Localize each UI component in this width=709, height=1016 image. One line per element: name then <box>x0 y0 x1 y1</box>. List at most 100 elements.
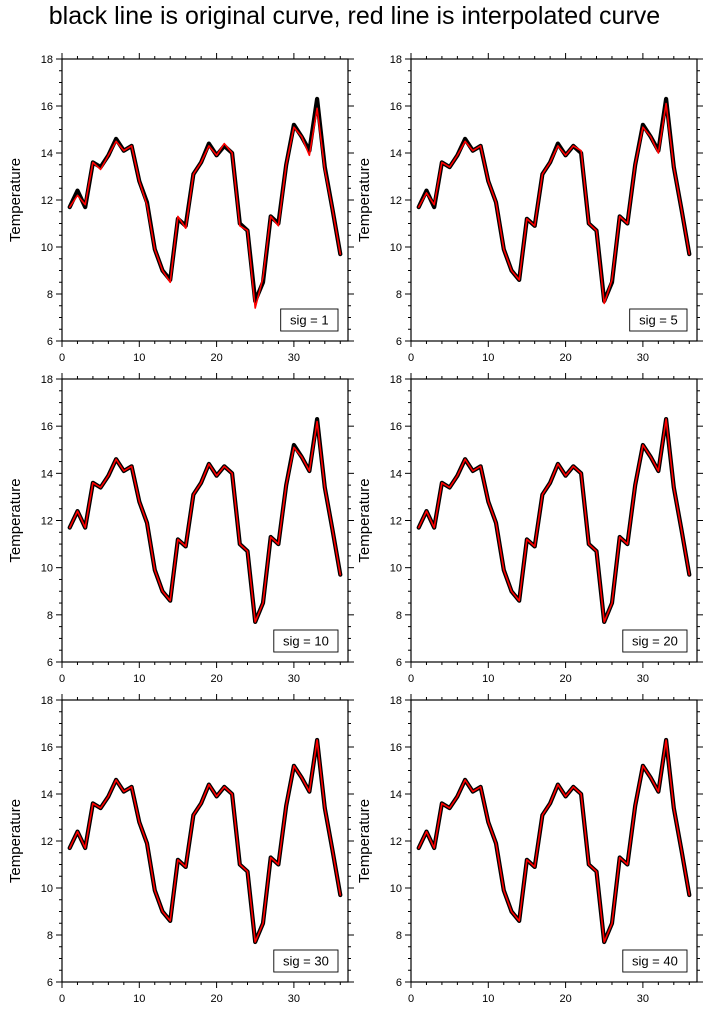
y-tick-label: 6 <box>396 336 402 348</box>
y-tick-label: 12 <box>390 836 402 848</box>
y-tick-label: 18 <box>41 374 53 386</box>
sigma-label-box <box>629 308 688 332</box>
y-tick-label: 6 <box>396 657 402 669</box>
y-tick-label: 18 <box>390 54 402 66</box>
x-tick-label: 0 <box>408 673 414 685</box>
x-tick-label: 0 <box>59 673 65 685</box>
sigma-label-box <box>622 949 688 973</box>
original-curve-line <box>67 417 343 625</box>
y-tick-label: 6 <box>47 977 53 989</box>
x-tick-label: 10 <box>482 673 494 685</box>
y-tick-label: 16 <box>41 742 53 754</box>
original-curve-line <box>67 737 343 945</box>
page-title: black line is original curve, red line i… <box>48 2 661 30</box>
x-tick-label: 30 <box>637 673 649 685</box>
y-tick-label: 14 <box>41 148 53 160</box>
chart-panel-6: 6 8 10 12 14 16 18 0 10 20 30 Temperature sig = 40 <box>356 694 703 1005</box>
plot-frame <box>410 378 698 663</box>
y-tick-label: 16 <box>390 101 402 113</box>
interpolated-curve-line <box>68 739 342 943</box>
x-tick-label: 30 <box>288 673 300 685</box>
x-tick-label: 30 <box>637 352 649 364</box>
y-tick-label: 8 <box>47 289 53 301</box>
sigma-label-box <box>622 629 688 653</box>
interpolated-curve-line <box>68 420 342 623</box>
y-tick-label: 18 <box>390 695 402 707</box>
plot-frame <box>61 699 349 983</box>
chart-panel-2: 6 8 10 12 14 16 18 0 10 20 30 Temperature sig = 5 <box>356 53 703 364</box>
y-tick-label: 14 <box>41 789 53 801</box>
x-tick-label: 20 <box>559 673 571 685</box>
y-tick-label: 10 <box>390 563 402 575</box>
y-tick-label: 14 <box>390 148 402 160</box>
original-curve-line <box>416 737 692 945</box>
y-tick-label: 18 <box>390 374 402 386</box>
chart-panel-5: 6 8 10 12 14 16 18 0 10 20 30 Temperature sig = 30 <box>7 694 354 1005</box>
y-tick-label: 16 <box>390 742 402 754</box>
interpolated-curve-line <box>417 102 691 305</box>
plot-frame <box>410 699 698 983</box>
y-tick-label: 14 <box>390 468 402 480</box>
x-tick-label: 10 <box>482 993 494 1005</box>
y-axis-title: Temperature <box>7 799 24 883</box>
y-tick-label: 8 <box>396 610 402 622</box>
x-tick-label: 30 <box>637 993 649 1005</box>
y-tick-label: 18 <box>41 695 53 707</box>
x-tick-label: 10 <box>133 993 145 1005</box>
x-tick-label: 30 <box>288 352 300 364</box>
x-tick-label: 20 <box>210 993 222 1005</box>
sigma-label-box <box>273 629 339 653</box>
y-axis-title: Temperature <box>356 478 373 562</box>
y-tick-label: 12 <box>41 516 53 528</box>
x-tick-label: 20 <box>559 993 571 1005</box>
y-axis-title: Temperature <box>356 799 373 883</box>
sigma-label-box <box>280 308 339 332</box>
sigma-label: sig = 10 <box>283 634 329 649</box>
x-tick-label: 20 <box>210 673 222 685</box>
y-axis-title: Temperature <box>7 158 24 242</box>
y-tick-label: 10 <box>41 883 53 895</box>
x-tick-label: 0 <box>408 993 414 1005</box>
chart-panel-1: 6 8 10 12 14 16 18 0 10 20 30 Temperature sig = 1 <box>7 53 354 364</box>
x-tick-label: 10 <box>482 352 494 364</box>
x-tick-label: 0 <box>59 993 65 1005</box>
sigma-label: sig = 40 <box>632 954 678 969</box>
y-tick-label: 16 <box>390 421 402 433</box>
sigma-label: sig = 30 <box>283 954 329 969</box>
interpolated-curve-line <box>417 739 691 943</box>
y-tick-label: 12 <box>390 516 402 528</box>
sigma-label: sig = 1 <box>290 313 329 328</box>
y-tick-label: 10 <box>390 883 402 895</box>
y-tick-label: 8 <box>47 610 53 622</box>
plot-frame <box>410 58 698 342</box>
y-axis-title: Temperature <box>7 478 24 562</box>
x-tick-label: 0 <box>59 352 65 364</box>
x-tick-label: 10 <box>133 352 145 364</box>
original-curve-line <box>67 96 343 304</box>
y-tick-label: 16 <box>41 421 53 433</box>
x-tick-label: 20 <box>210 352 222 364</box>
sigma-label: sig = 20 <box>632 634 678 649</box>
sigma-label: sig = 5 <box>639 313 678 328</box>
y-axis-title: Temperature <box>356 158 373 242</box>
y-tick-label: 18 <box>41 54 53 66</box>
y-tick-label: 12 <box>41 195 53 207</box>
x-tick-label: 10 <box>133 673 145 685</box>
chart-panel-4: 6 8 10 12 14 16 18 0 10 20 30 Temperature sig = 20 <box>356 373 703 685</box>
y-tick-label: 6 <box>396 977 402 989</box>
y-tick-label: 12 <box>41 836 53 848</box>
y-tick-label: 10 <box>41 242 53 254</box>
original-curve-line <box>416 417 692 625</box>
plot-frame <box>61 58 349 342</box>
y-tick-label: 6 <box>47 657 53 669</box>
y-tick-label: 6 <box>47 336 53 348</box>
interpolated-curve-line <box>417 418 691 623</box>
plot-frame <box>61 378 349 663</box>
y-tick-label: 14 <box>41 468 53 480</box>
y-tick-label: 8 <box>47 930 53 942</box>
y-tick-label: 16 <box>41 101 53 113</box>
chart-panel-3: 6 8 10 12 14 16 18 0 10 20 30 Temperature sig = 10 <box>7 373 354 685</box>
y-tick-label: 10 <box>41 563 53 575</box>
y-tick-label: 10 <box>390 242 402 254</box>
x-tick-label: 30 <box>288 993 300 1005</box>
